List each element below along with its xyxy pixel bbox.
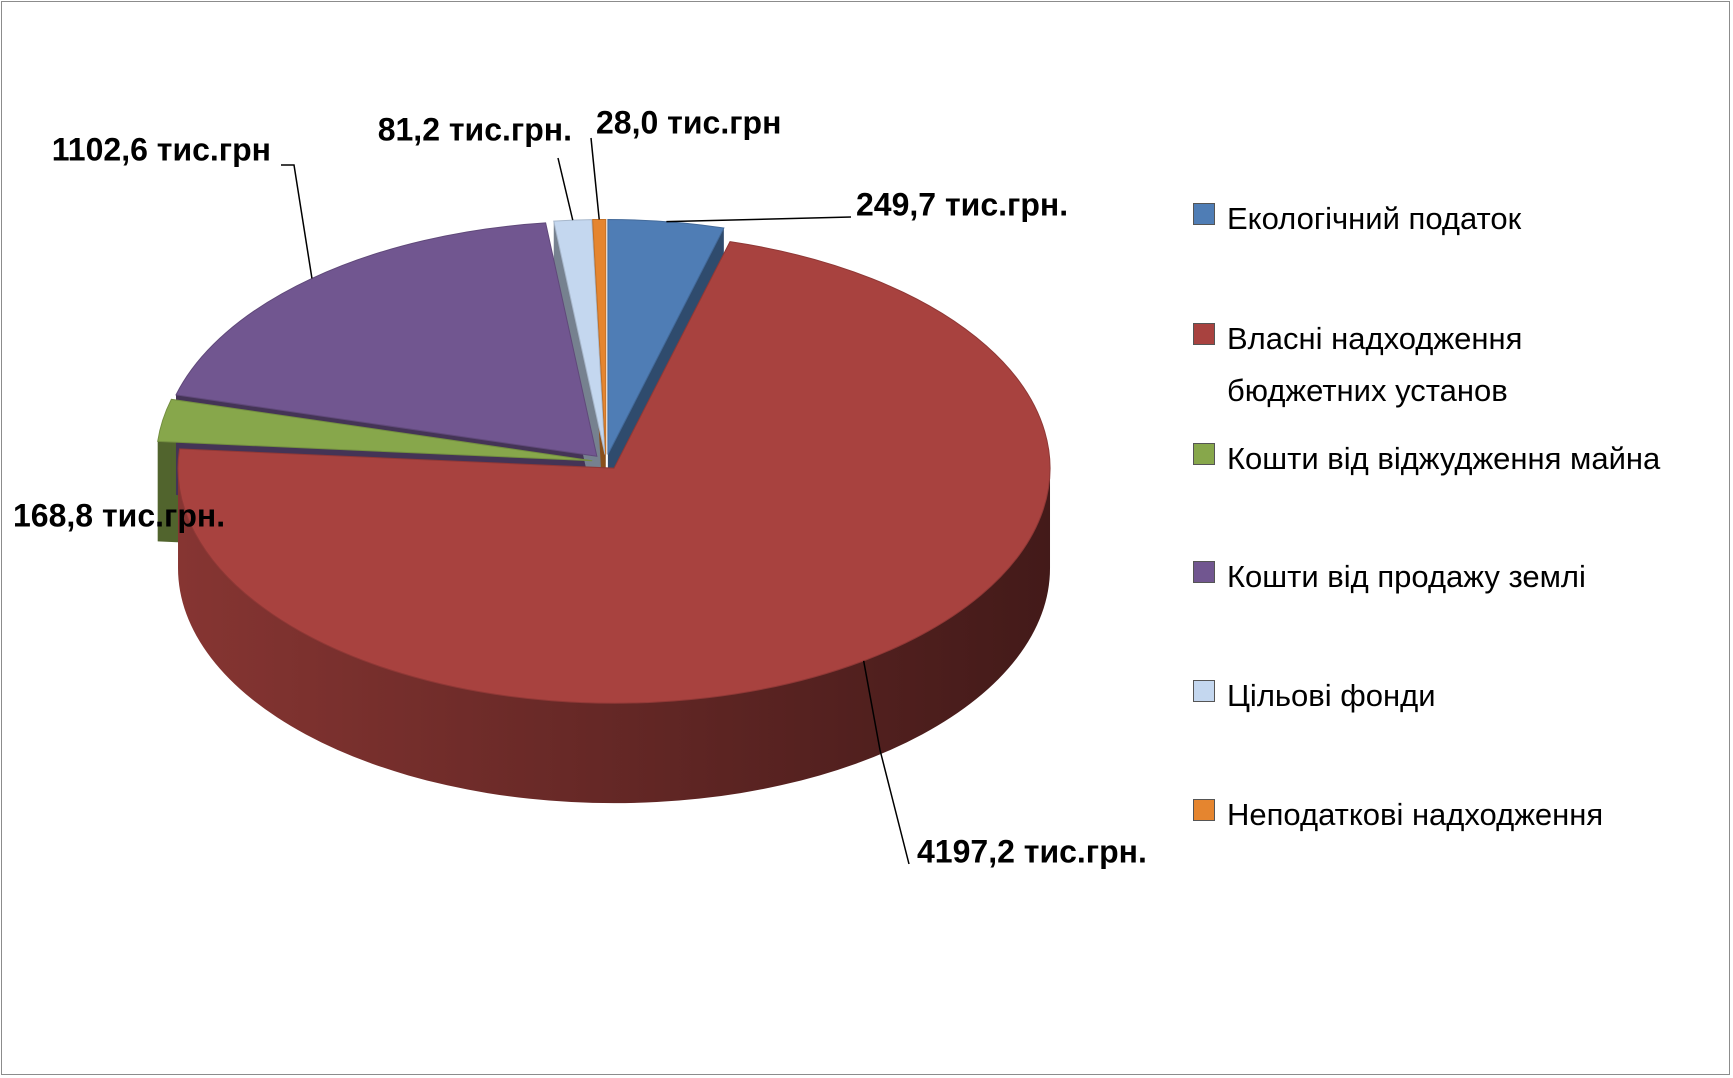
legend-label: Цільові фонди bbox=[1227, 678, 1436, 713]
leader-line bbox=[590, 137, 600, 220]
legend-label: Кошти від продажу землі bbox=[1227, 559, 1586, 594]
leader-line bbox=[281, 164, 313, 279]
legend-item: Цільові фонди bbox=[1193, 670, 1713, 722]
slice bbox=[553, 219, 606, 455]
data-label: 81,2 тис.грн. bbox=[378, 111, 572, 147]
legend-swatch bbox=[1193, 799, 1215, 821]
legend-swatch bbox=[1193, 561, 1215, 583]
legend-label: Кошти від віджудження майна bbox=[1227, 441, 1661, 476]
data-label: 28,0 тис.грн bbox=[596, 104, 781, 140]
legend-item: Кошти від продажу землі bbox=[1193, 551, 1713, 603]
slice bbox=[607, 219, 725, 455]
legend-swatch bbox=[1193, 203, 1215, 225]
legend-swatch bbox=[1193, 443, 1215, 465]
legend-item: Екологічний податок bbox=[1193, 193, 1713, 245]
legend-label: Власні надходження бюджетних установ bbox=[1227, 321, 1523, 408]
legend-item: Неподаткові надходження bbox=[1193, 789, 1713, 841]
legend-item: Кошти від віджудження майна bbox=[1193, 433, 1713, 485]
data-label: 4197,2 тис.грн. bbox=[917, 833, 1147, 869]
data-label: 168,8 тис.грн. bbox=[13, 497, 225, 533]
data-label: 1102,6 тис.грн bbox=[52, 131, 271, 167]
leader-line bbox=[666, 216, 852, 223]
slice-wall bbox=[178, 468, 1051, 804]
slices bbox=[157, 218, 1051, 704]
leader-line bbox=[557, 157, 574, 221]
legend-label: Екологічний податок bbox=[1227, 201, 1522, 236]
legend-item: Власні надходження бюджетних установ bbox=[1193, 313, 1713, 417]
data-label: 249,7 тис.грн. bbox=[856, 186, 1068, 222]
legend-swatch bbox=[1193, 323, 1215, 345]
legend-swatch bbox=[1193, 680, 1215, 702]
slice bbox=[157, 398, 593, 462]
leader-line bbox=[862, 660, 910, 865]
legend-label: Неподаткові надходження bbox=[1227, 797, 1604, 832]
slice-walls bbox=[178, 468, 1051, 804]
